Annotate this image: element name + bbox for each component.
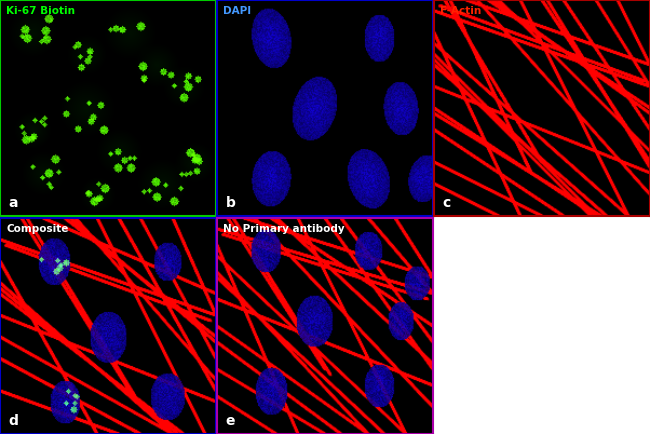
Text: Composite: Composite [6,224,69,234]
Text: F-Actin: F-Actin [441,7,482,16]
Text: No Primary antibody: No Primary antibody [224,224,345,234]
Text: Ki-67 Biotin: Ki-67 Biotin [6,7,75,16]
Text: b: b [226,196,235,210]
Text: a: a [8,196,18,210]
Text: DAPI: DAPI [224,7,252,16]
Text: e: e [226,414,235,427]
Text: d: d [8,414,18,427]
Text: c: c [443,196,451,210]
